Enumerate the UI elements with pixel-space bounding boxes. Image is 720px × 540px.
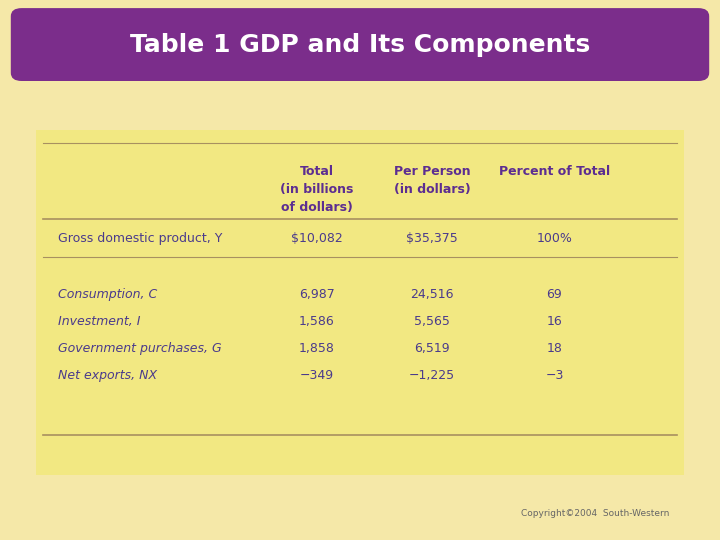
- Text: 6,519: 6,519: [414, 342, 450, 355]
- Text: 1,586: 1,586: [299, 315, 335, 328]
- Text: Consumption, C: Consumption, C: [58, 288, 157, 301]
- Text: Gross domestic product, Y: Gross domestic product, Y: [58, 232, 222, 245]
- Text: Investment, I: Investment, I: [58, 315, 140, 328]
- Text: Total
(in billions
of dollars): Total (in billions of dollars): [280, 165, 354, 214]
- Text: Copyright©2004  South-Western: Copyright©2004 South-Western: [521, 509, 670, 518]
- Text: $35,375: $35,375: [406, 232, 458, 245]
- Text: Government purchases, G: Government purchases, G: [58, 342, 221, 355]
- Text: −349: −349: [300, 369, 334, 382]
- Text: Table 1 GDP and Its Components: Table 1 GDP and Its Components: [130, 33, 590, 57]
- Text: −1,225: −1,225: [409, 369, 455, 382]
- Text: 16: 16: [546, 315, 562, 328]
- Text: Per Person
(in dollars): Per Person (in dollars): [394, 165, 470, 195]
- Text: $10,082: $10,082: [291, 232, 343, 245]
- Text: 18: 18: [546, 342, 562, 355]
- Text: 69: 69: [546, 288, 562, 301]
- Text: 5,565: 5,565: [414, 315, 450, 328]
- Text: −3: −3: [545, 369, 564, 382]
- Text: 1,858: 1,858: [299, 342, 335, 355]
- Text: 6,987: 6,987: [299, 288, 335, 301]
- Text: Net exports, NX: Net exports, NX: [58, 369, 157, 382]
- Text: 100%: 100%: [536, 232, 572, 245]
- Text: 24,516: 24,516: [410, 288, 454, 301]
- Text: Percent of Total: Percent of Total: [499, 165, 610, 178]
